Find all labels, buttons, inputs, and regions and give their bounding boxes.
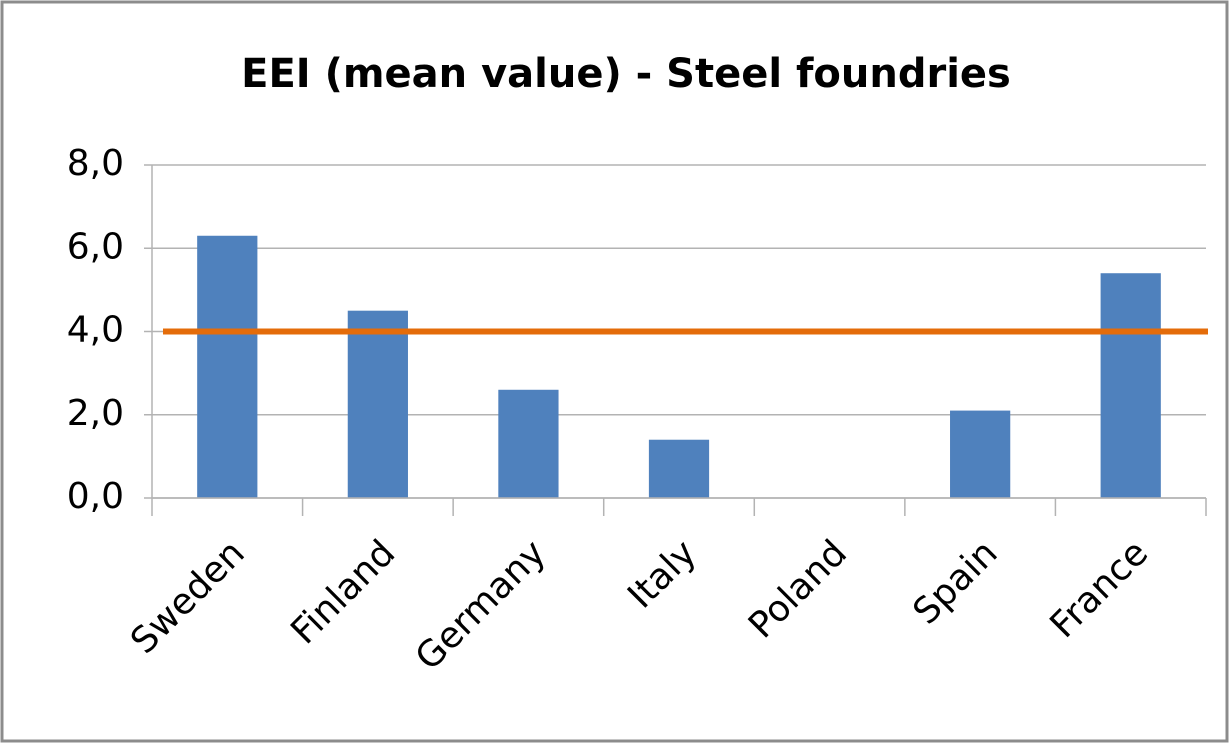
bar (197, 235, 258, 498)
y-tick-label: 6,0 (67, 226, 124, 267)
chart-title: EEI (mean value) - Steel foundries (241, 51, 1011, 97)
y-tick-label: 0,0 (67, 476, 124, 517)
y-tick-label: 2,0 (67, 393, 124, 434)
y-tick-label: 4,0 (67, 310, 124, 351)
bar (498, 389, 559, 498)
bar (648, 439, 710, 498)
bar (1100, 273, 1161, 498)
bar (950, 410, 1011, 498)
bar (347, 310, 408, 498)
y-tick-label: 8,0 (67, 143, 124, 184)
